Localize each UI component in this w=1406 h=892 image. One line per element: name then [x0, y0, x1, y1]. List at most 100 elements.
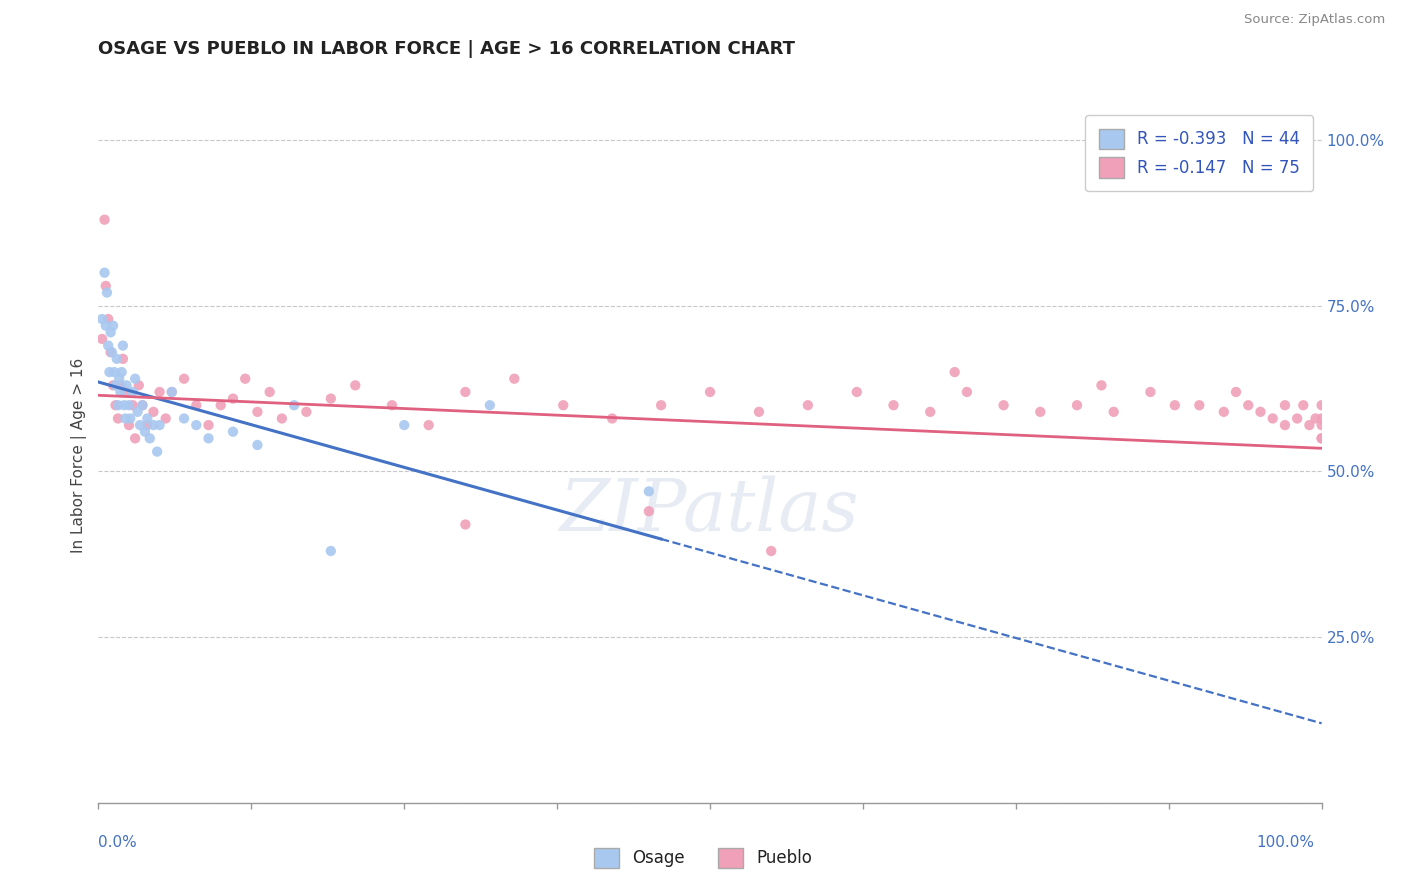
Point [699, 384, 721, 399]
Point [1274, 398, 1296, 412]
Point [104, 398, 127, 412]
Point [1029, 405, 1052, 419]
Point [478, 398, 501, 412]
Point [1310, 411, 1333, 425]
Legend: R = -0.393   N = 44, R = -0.147   N = 75: R = -0.393 N = 44, R = -0.147 N = 75 [1085, 115, 1313, 191]
Point [98, 365, 121, 379]
Point [94, 279, 117, 293]
Point [1225, 384, 1247, 399]
Point [1286, 411, 1309, 425]
Point [222, 392, 245, 406]
Point [650, 398, 672, 412]
Point [1102, 405, 1125, 419]
Point [503, 372, 526, 386]
Point [93, 266, 115, 280]
Point [1164, 398, 1187, 412]
Point [120, 411, 142, 425]
Point [91, 312, 114, 326]
Text: 100.0%: 100.0% [1257, 836, 1315, 850]
Point [283, 398, 305, 412]
Point [173, 372, 195, 386]
Point [114, 411, 136, 425]
Point [129, 418, 152, 433]
Point [118, 418, 141, 433]
Point [233, 372, 256, 386]
Point [454, 384, 477, 399]
Point [155, 411, 177, 425]
Point [127, 405, 149, 419]
Point [128, 378, 150, 392]
Text: ZIPatlas: ZIPatlas [560, 475, 860, 546]
Point [104, 378, 127, 392]
Point [160, 384, 183, 399]
Point [956, 384, 979, 399]
Point [270, 411, 294, 425]
Point [96, 285, 118, 300]
Point [454, 517, 477, 532]
Point [1237, 398, 1260, 412]
Text: 0.0%: 0.0% [98, 836, 138, 850]
Point [1139, 384, 1161, 399]
Point [115, 378, 138, 392]
Point [112, 398, 135, 412]
Point [246, 405, 269, 419]
Point [121, 384, 143, 399]
Point [1310, 398, 1333, 412]
Point [139, 431, 162, 445]
Point [110, 384, 132, 399]
Point [131, 398, 153, 412]
Point [101, 345, 124, 359]
Point [97, 338, 120, 352]
Point [146, 444, 169, 458]
Point [920, 405, 942, 419]
Point [1249, 405, 1271, 419]
Point [186, 418, 208, 433]
Point [1310, 418, 1333, 433]
Point [418, 418, 440, 433]
Point [344, 378, 367, 392]
Point [1212, 405, 1234, 419]
Point [186, 398, 208, 412]
Point [943, 365, 966, 379]
Point [121, 398, 143, 412]
Point [993, 398, 1015, 412]
Point [111, 365, 134, 379]
Point [107, 398, 129, 412]
Point [392, 418, 416, 433]
Point [118, 398, 141, 412]
Point [107, 411, 129, 425]
Point [94, 318, 117, 333]
Point [160, 384, 183, 399]
Point [197, 431, 219, 445]
Legend: Osage, Pueblo: Osage, Pueblo [588, 841, 818, 875]
Point [1066, 398, 1088, 412]
Point [101, 318, 124, 333]
Point [748, 405, 770, 419]
Point [1274, 418, 1296, 433]
Point [1261, 411, 1284, 425]
Point [381, 398, 404, 412]
Point [1292, 398, 1315, 412]
Point [797, 398, 820, 412]
Point [761, 544, 783, 558]
Text: OSAGE VS PUEBLO IN LABOR FORCE | AGE > 16 CORRELATION CHART: OSAGE VS PUEBLO IN LABOR FORCE | AGE > 1… [98, 40, 796, 58]
Point [131, 398, 153, 412]
Point [1090, 378, 1112, 392]
Point [1305, 411, 1327, 425]
Point [100, 345, 122, 359]
Point [1298, 418, 1320, 433]
Point [110, 378, 132, 392]
Point [134, 425, 156, 439]
Point [1188, 398, 1211, 412]
Point [883, 398, 905, 412]
Point [149, 418, 172, 433]
Point [638, 504, 661, 518]
Point [295, 405, 318, 419]
Point [136, 418, 159, 433]
Point [97, 312, 120, 326]
Point [142, 405, 165, 419]
Point [1310, 431, 1333, 445]
Point [197, 418, 219, 433]
Point [91, 332, 114, 346]
Point [845, 384, 868, 399]
